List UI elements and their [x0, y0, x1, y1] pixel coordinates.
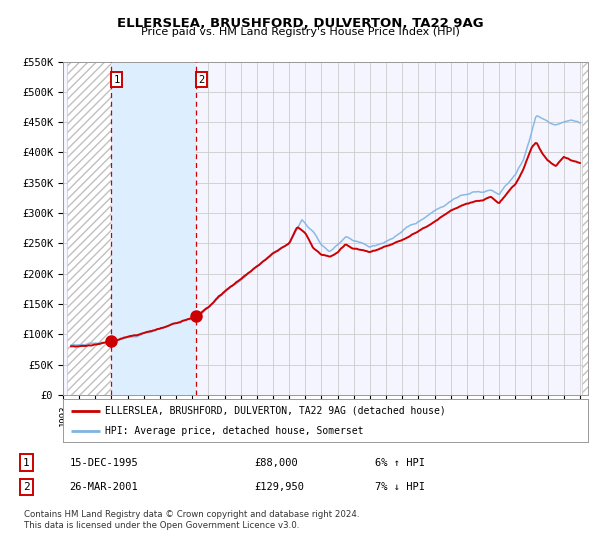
Text: 1: 1 [113, 75, 119, 85]
Text: 2: 2 [199, 75, 205, 85]
Text: HPI: Average price, detached house, Somerset: HPI: Average price, detached house, Some… [105, 426, 364, 436]
Text: ELLERSLEA, BRUSHFORD, DULVERTON, TA22 9AG: ELLERSLEA, BRUSHFORD, DULVERTON, TA22 9A… [116, 17, 484, 30]
Text: 2: 2 [23, 482, 30, 492]
Text: 1: 1 [23, 458, 30, 468]
Text: £88,000: £88,000 [254, 458, 298, 468]
Text: 7% ↓ HPI: 7% ↓ HPI [375, 482, 425, 492]
Bar [581, 62, 588, 395]
Text: Price paid vs. HM Land Registry's House Price Index (HPI): Price paid vs. HM Land Registry's House … [140, 27, 460, 37]
Text: 15-DEC-1995: 15-DEC-1995 [70, 458, 139, 468]
Text: £129,950: £129,950 [254, 482, 304, 492]
Bar [111, 62, 196, 395]
Text: Contains HM Land Registry data © Crown copyright and database right 2024.
This d: Contains HM Land Registry data © Crown c… [23, 510, 359, 530]
Text: ELLERSLEA, BRUSHFORD, DULVERTON, TA22 9AG (detached house): ELLERSLEA, BRUSHFORD, DULVERTON, TA22 9A… [105, 405, 446, 416]
Text: 6% ↑ HPI: 6% ↑ HPI [375, 458, 425, 468]
Text: 26-MAR-2001: 26-MAR-2001 [70, 482, 139, 492]
Bar [67, 62, 111, 395]
